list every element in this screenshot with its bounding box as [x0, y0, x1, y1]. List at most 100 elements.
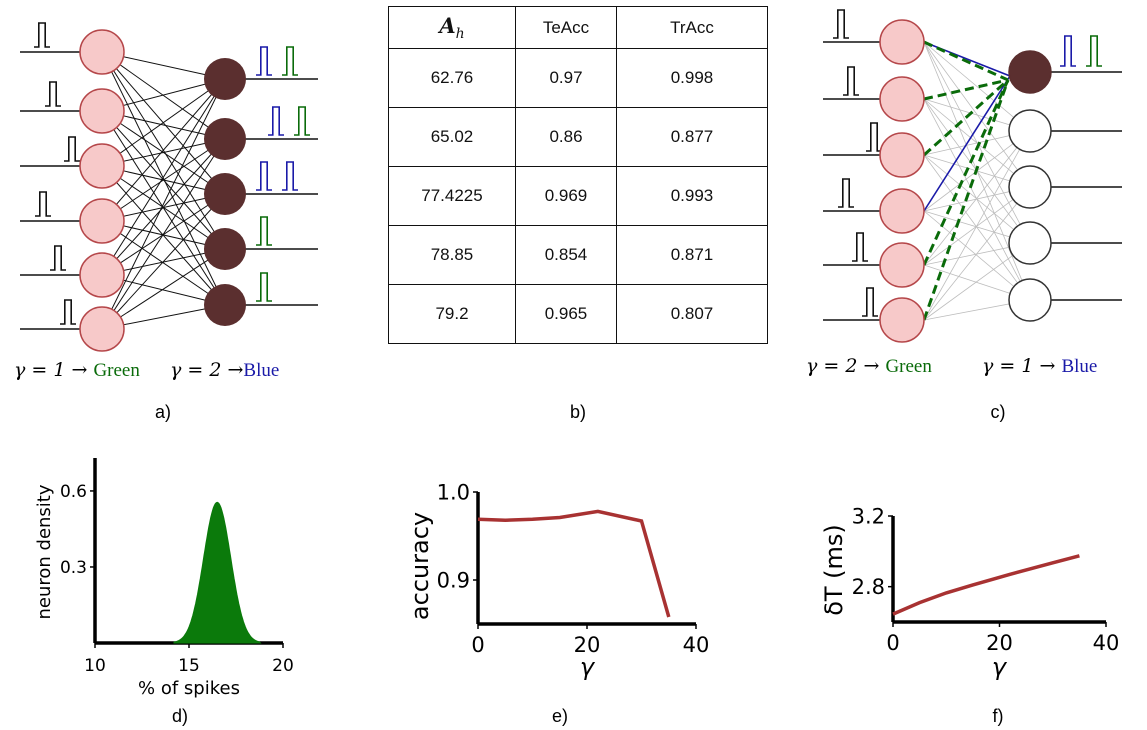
table-cell: 0.807 [616, 284, 768, 344]
density-area [173, 501, 262, 644]
output-neuron [1008, 278, 1052, 322]
panel-a-legend-left: γ = 1 → Green [14, 359, 140, 381]
table-cell: 62.76 [388, 48, 516, 108]
output-spike-icon [256, 216, 272, 246]
panel-a-legend-right: γ = 2 →Blue [170, 359, 279, 381]
panel-a-label: a) [155, 402, 171, 422]
x-tick-label: 20 [986, 631, 1013, 655]
output-spike-icon [256, 272, 272, 302]
table-row: 65.02 0.86 0.877 [388, 107, 768, 167]
y-tick-label: 0.3 [60, 558, 87, 578]
panel-a-network [20, 22, 318, 352]
x-tick-label: 20 [272, 656, 294, 676]
panel-c-network [823, 9, 1122, 343]
output-spike-icon [1060, 35, 1076, 67]
output-spike-icon [256, 161, 272, 191]
table-cell: 0.854 [515, 225, 617, 285]
x-axis-label: γ [580, 653, 596, 681]
table-cell: 0.998 [616, 48, 768, 108]
table-row: 77.4225 0.969 0.993 [388, 166, 768, 226]
input-spike-icon [833, 9, 849, 39]
input-spike-icon [64, 136, 80, 162]
output-spike-icon [256, 46, 272, 76]
synapse-line [101, 193, 226, 330]
input-neuron [79, 88, 125, 134]
synapse-line [923, 130, 1031, 321]
header-tracc: TrAcc [616, 6, 768, 49]
input-spike-icon [34, 22, 50, 48]
panel-f-label: f) [993, 706, 1004, 726]
synapse-line [101, 220, 226, 306]
input-spike-icon [45, 81, 61, 107]
output-spike-icon [282, 46, 298, 76]
y-tick-label: 0.9 [437, 569, 470, 593]
x-tick-label: 10 [84, 656, 106, 676]
panel-e-accuracy-chart: 0 20 40 0.9 1.0 γ accuracy [406, 481, 709, 681]
input-neuron [879, 132, 925, 178]
table-header-row: Ah TeAcc TrAcc [388, 6, 768, 49]
input-neuron [79, 198, 125, 244]
synapse-line [923, 41, 1031, 132]
synapse-line [101, 78, 226, 276]
deltaT-line [892, 554, 1080, 616]
synapse-line [101, 78, 226, 330]
synapse-line [923, 242, 1031, 321]
output-neuron [204, 173, 246, 215]
green-synapse [922, 79, 1010, 266]
x-tick-label: 0 [471, 633, 484, 657]
table-cell: 0.993 [616, 166, 768, 226]
table-cell: 0.97 [515, 48, 617, 108]
input-neuron [79, 29, 125, 75]
input-spike-icon [60, 299, 76, 325]
table-cell: 65.02 [388, 107, 516, 167]
synapse-line [923, 154, 1031, 301]
y-axis-label: neuron density [34, 484, 55, 619]
table-cell: 0.877 [616, 107, 768, 167]
input-spike-icon [838, 178, 854, 208]
input-neuron [879, 19, 925, 65]
table-row: 78.85 0.854 0.871 [388, 225, 768, 285]
input-neuron [79, 252, 125, 298]
input-spike-icon [50, 245, 66, 271]
synapse-line [101, 78, 226, 222]
panel-b-label: b) [570, 402, 586, 422]
table-cell: 77.4225 [388, 166, 516, 226]
table-row: 62.76 0.97 0.998 [388, 48, 768, 108]
header-ah: Ah [388, 6, 516, 49]
output-neuron [204, 284, 246, 326]
x-tick-label: 40 [683, 633, 710, 657]
panel-b-results-table: Ah TeAcc TrAcc 62.76 0.97 0.998 65.02 0.… [388, 6, 768, 344]
y-axis-label: accuracy [406, 512, 434, 620]
table-cell: 78.85 [388, 225, 516, 285]
synapse-line [101, 138, 226, 276]
panel-d-label: d) [172, 706, 188, 726]
panel-c-legend-left: γ = 2 → Green [806, 355, 932, 377]
table-cell: 79.2 [388, 284, 516, 344]
panel-e-label: e) [552, 706, 568, 726]
table-row: 79.2 0.965 0.807 [388, 284, 768, 344]
y-axis-label: δT (ms) [820, 524, 848, 616]
input-spike-icon [35, 191, 51, 217]
input-neuron [79, 143, 125, 189]
synapse-line [101, 248, 226, 330]
green-synapse [923, 78, 1009, 101]
table-cell: 0.86 [515, 107, 617, 167]
table-cell: 0.871 [616, 225, 768, 285]
input-spike-icon [852, 232, 868, 262]
input-neuron [879, 297, 925, 343]
synapse-line [101, 138, 226, 222]
table-cell: 0.969 [515, 166, 617, 226]
synapse-line [923, 186, 1031, 321]
x-tick-label: 20 [574, 633, 601, 657]
output-neuron [204, 58, 246, 100]
input-spike-icon [843, 66, 859, 96]
panel-c-label: c) [991, 402, 1006, 422]
green-synapse [922, 79, 1010, 321]
output-spike-icon [294, 106, 310, 136]
output-spike-icon [282, 161, 298, 191]
x-tick-label: 0 [886, 631, 899, 655]
panel-d-density-chart: 10 15 20 0.3 0.6 % of spikes neuron density [34, 458, 294, 699]
y-tick-label: 2.8 [852, 575, 885, 599]
y-tick-label: 3.2 [852, 505, 885, 529]
